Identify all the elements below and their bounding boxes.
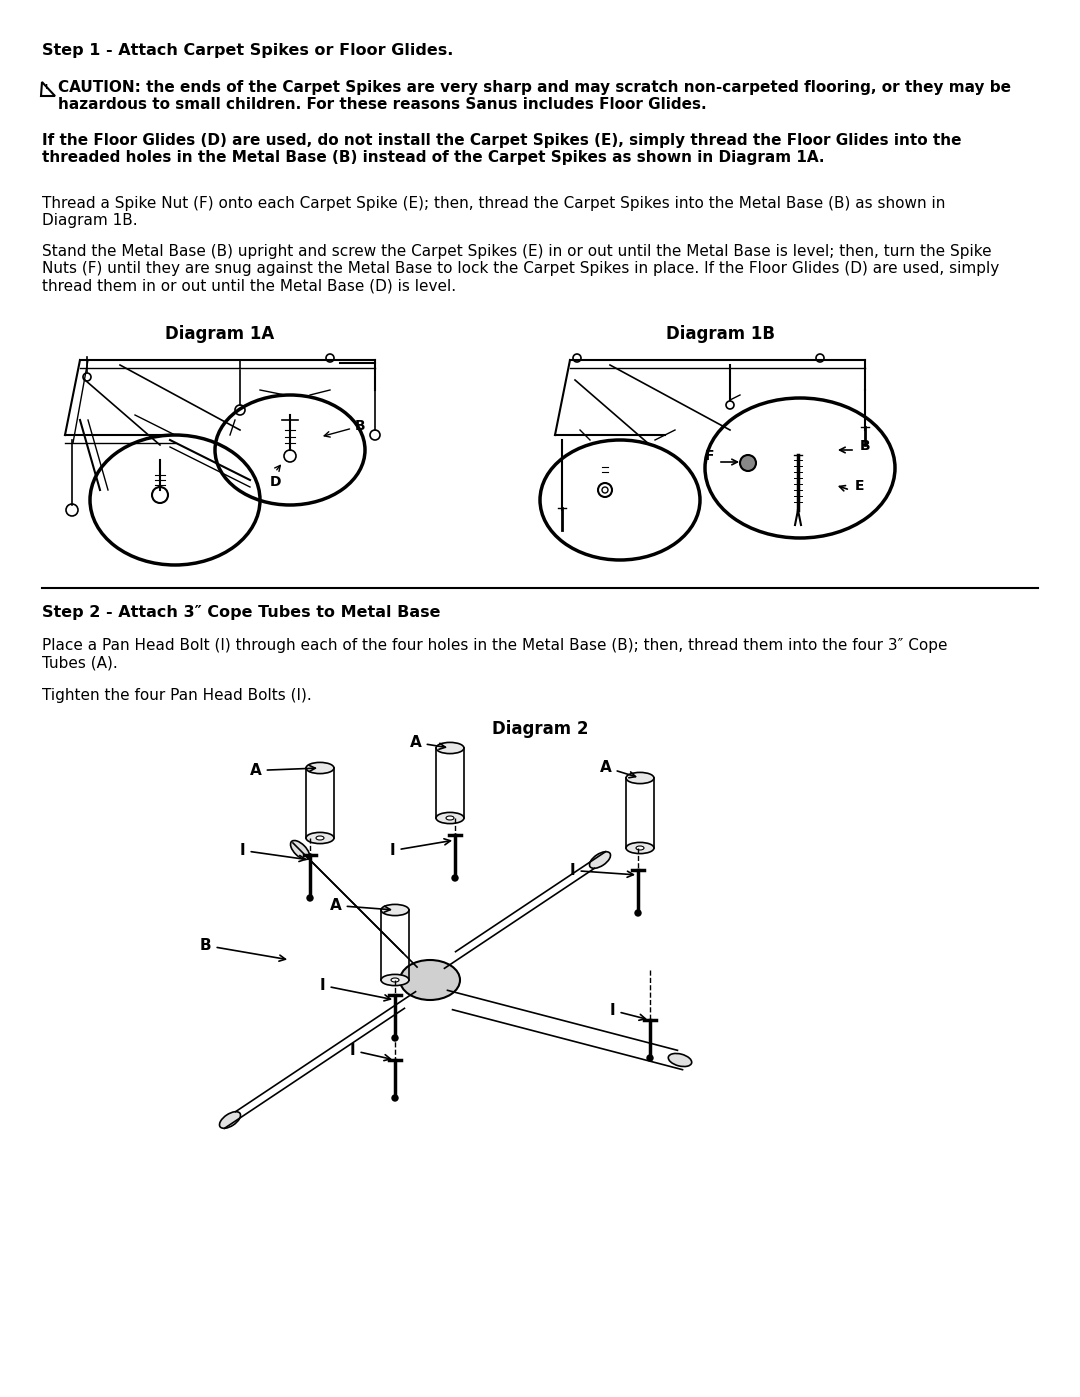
Text: D: D (270, 475, 282, 489)
Ellipse shape (381, 904, 409, 915)
Ellipse shape (316, 835, 324, 840)
Text: I: I (350, 1044, 391, 1060)
Text: Step 2 - Attach 3″ Cope Tubes to Metal Base: Step 2 - Attach 3″ Cope Tubes to Metal B… (42, 605, 441, 620)
Text: If the Floor Glides (D) are used, do not install the Carpet Spikes (E), simply t: If the Floor Glides (D) are used, do not… (42, 133, 961, 165)
Ellipse shape (291, 841, 310, 859)
Text: CAUTION: the ends of the Carpet Spikes are very sharp and may scratch non-carpet: CAUTION: the ends of the Carpet Spikes a… (58, 80, 1011, 112)
Text: I: I (570, 863, 633, 877)
Text: Diagram 1A: Diagram 1A (165, 326, 274, 344)
Ellipse shape (436, 742, 464, 753)
Text: A: A (600, 760, 635, 778)
Text: Step 1 - Attach Carpet Spikes or Floor Glides.: Step 1 - Attach Carpet Spikes or Floor G… (42, 43, 454, 59)
Circle shape (392, 1095, 399, 1101)
Text: A: A (410, 735, 445, 750)
Ellipse shape (669, 1053, 691, 1066)
Circle shape (392, 1035, 399, 1041)
Ellipse shape (626, 842, 654, 854)
Text: E: E (855, 479, 864, 493)
Ellipse shape (219, 1112, 241, 1129)
Text: B: B (200, 937, 285, 961)
Text: A: A (330, 898, 390, 914)
Ellipse shape (306, 833, 334, 844)
Text: B: B (324, 419, 366, 437)
Text: I: I (610, 1003, 646, 1020)
Text: B: B (860, 439, 870, 453)
Text: Thread a Spike Nut (F) onto each Carpet Spike (E); then, thread the Carpet Spike: Thread a Spike Nut (F) onto each Carpet … (42, 196, 945, 228)
Ellipse shape (400, 960, 460, 1000)
Ellipse shape (446, 816, 454, 820)
Text: Tighten the four Pan Head Bolts (I).: Tighten the four Pan Head Bolts (I). (42, 687, 312, 703)
Ellipse shape (306, 763, 334, 774)
Ellipse shape (391, 978, 399, 982)
Ellipse shape (626, 773, 654, 784)
Text: I: I (240, 842, 306, 862)
Text: Diagram 2: Diagram 2 (491, 719, 589, 738)
Ellipse shape (436, 813, 464, 824)
Circle shape (307, 895, 313, 901)
Circle shape (740, 455, 756, 471)
Text: Stand the Metal Base (B) upright and screw the Carpet Spikes (E) in or out until: Stand the Metal Base (B) upright and scr… (42, 244, 999, 293)
Circle shape (635, 909, 642, 916)
Ellipse shape (636, 847, 644, 849)
Circle shape (647, 1055, 653, 1060)
Text: F: F (705, 448, 715, 462)
Text: I: I (390, 838, 450, 858)
Ellipse shape (381, 974, 409, 986)
Text: Diagram 1B: Diagram 1B (665, 326, 774, 344)
Text: !: ! (45, 84, 49, 89)
Text: I: I (320, 978, 391, 1000)
Circle shape (453, 875, 458, 882)
Text: A: A (249, 763, 315, 778)
Ellipse shape (590, 852, 610, 869)
Text: Place a Pan Head Bolt (I) through each of the four holes in the Metal Base (B); : Place a Pan Head Bolt (I) through each o… (42, 638, 947, 671)
